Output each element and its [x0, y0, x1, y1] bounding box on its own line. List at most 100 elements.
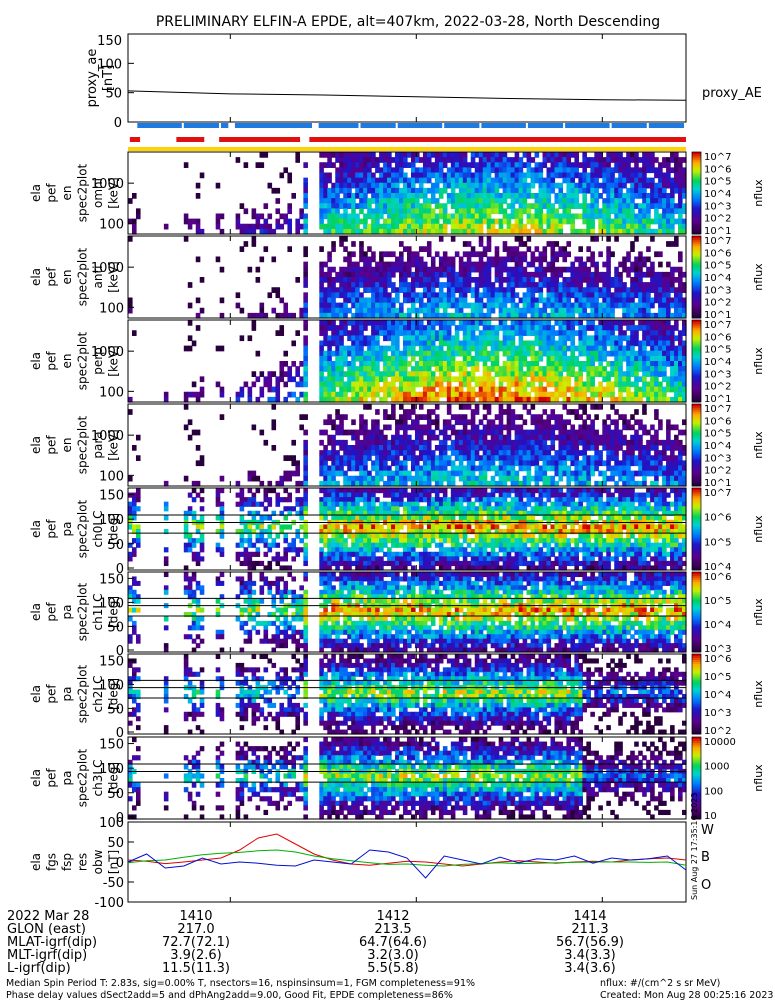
spectrogram-ylabel: en — [60, 438, 74, 453]
spectrogram-ytick-label: 50 — [107, 620, 124, 635]
science-zone-blue — [318, 123, 359, 128]
science-zone-red — [129, 137, 141, 142]
x-row-value: 64.7(64.6) — [359, 935, 427, 950]
colorbar-label: nflux — [752, 764, 765, 792]
colorbar: 10^6 10^5 10^4 10^3 nflux — [691, 571, 765, 655]
spectrogram-ytick-label: 0 — [116, 644, 124, 659]
spectrogram-panel: 150 100 50 0 ela pef pa spec2plot ch2LC [deg] 10^6… — [29, 653, 765, 741]
colorbar: 10^710^6 10^510^410^3 10^210^1 nflux — [691, 151, 765, 237]
spectrogram-ylabel: spec2plot — [76, 247, 90, 306]
colorbar-tick-label: 10^1 — [704, 394, 731, 405]
colorbar-tick-label: 10^2 — [704, 726, 731, 737]
colorbar-tick-label: 10^6 — [704, 572, 731, 583]
spectrogram-ylabel: ela — [29, 520, 43, 538]
spectrogram-ylabel: [deg] — [107, 513, 121, 545]
spectrogram-ylabel: ch2LC — [91, 676, 105, 713]
spectrogram-ylabel: spec2plot — [76, 582, 90, 641]
spectrogram-ylabel: pa — [60, 687, 74, 702]
spectrogram-ytick-label: 100 — [99, 678, 124, 693]
colorbar-tick-label: 10^3 — [704, 708, 731, 719]
spectrogram-ytick-label: 1000 — [91, 345, 124, 360]
science-zone-red — [219, 137, 301, 142]
spectrogram-ylabel: anti — [91, 266, 105, 289]
spectrogram-ytick-label: 100 — [99, 469, 124, 484]
spectrogram-ylabel: ela — [29, 268, 43, 286]
science-zone-blue — [565, 123, 610, 128]
spectrogram-ylabel: ch3LC — [91, 760, 105, 797]
colorbar-tick-label: 10^6 — [704, 248, 731, 259]
spectrogram-ylabel: spec2plot — [76, 664, 90, 723]
x-row-value: 5.5(5.8) — [367, 961, 419, 976]
colorbar: 10000 1000 100 10 nflux — [691, 736, 765, 822]
colorbar-tick-label: 10^4 — [704, 620, 731, 631]
science-zone-blue — [183, 123, 219, 128]
colorbar-tick-label: 10^7 — [704, 320, 731, 331]
x-row-value: 11.5(11.3) — [162, 961, 230, 976]
fgs-series-line-o — [127, 849, 687, 879]
x-row-value: 3.4(3.3) — [564, 948, 616, 963]
fgs-ytick-label: 50 — [107, 836, 124, 851]
colorbar-tick-label: 10^6 — [704, 332, 731, 343]
fgs-ylabel: ela — [29, 853, 43, 871]
science-zone-blue — [360, 123, 396, 128]
spectrogram-panel: 150 100 50 0 ela pef pa spec2plot ch3LC [deg] 1000… — [29, 736, 765, 826]
x-row-value: 217.0 — [177, 922, 214, 937]
colorbar-label: nflux — [752, 347, 765, 375]
spectrogram-ylabel: perp — [91, 347, 105, 375]
science-zone-blue — [234, 123, 312, 128]
spectrogram-ylabel: [keV] — [107, 345, 121, 376]
colorbar-tick-label: 10^7 — [704, 152, 731, 163]
spectrogram-ylabel: pa — [60, 522, 74, 537]
science-zone-red — [176, 137, 205, 142]
x-row-value: 72.7(72.1) — [162, 935, 230, 950]
spectrogram-ylabel: pef — [45, 267, 59, 287]
colorbar-tick-label: 10^5 — [704, 177, 731, 188]
colorbar-tick-label: 1000 — [704, 762, 729, 773]
proxy-ae-yunit: [nT] — [101, 65, 116, 91]
colorbar-label: nflux — [752, 263, 765, 291]
colorbar-tick-label: 10^5 — [704, 672, 731, 683]
x-row-label: MLAT-igrf(dip) — [7, 935, 97, 950]
colorbar-tick-label: 10^5 — [704, 345, 731, 356]
colorbar-tick-label: 10^4 — [704, 189, 731, 200]
colorbar-tick-label: 10^3 — [704, 201, 731, 212]
colorbar-tick-label: 10^2 — [704, 466, 731, 477]
colorbar: 10^710^6 10^510^410^3 10^210^1 nflux — [691, 319, 765, 405]
fgs-ytick-label: 0 — [116, 856, 124, 871]
spectrogram-ylabel: pef — [45, 519, 59, 539]
colorbar-tick-label: 10 — [704, 811, 717, 822]
colorbar-tick-label: 10^6 — [704, 513, 731, 524]
fgs-ylabel: res — [76, 853, 90, 871]
ae-ytick-label: 150 — [97, 34, 122, 49]
colorbar-tick-label: 10^5 — [704, 261, 731, 272]
spectrogram-ylabel: [keV] — [107, 429, 121, 460]
spectrogram-ylabel: pef — [45, 183, 59, 203]
spectrogram-ylabel: ch0LC — [91, 511, 105, 548]
x-row-value: 211.3 — [571, 922, 608, 937]
spectrogram-ylabel: para — [91, 431, 105, 458]
proxy-ae-panel: 150 100 50 0 proxy_ae [nT] proxy_AE — [85, 33, 762, 131]
colorbar-tick-label: 10^5 — [704, 537, 731, 548]
spectrogram-ylabel: ela — [29, 436, 43, 454]
colorbar-tick-label: 10000 — [704, 737, 736, 748]
colorbar-tick-label: 10^3 — [704, 644, 731, 655]
colorbar-tick-label: 10^4 — [704, 690, 731, 701]
spectrogram-ylabel: ch1LC — [91, 594, 105, 631]
sunlit-bar — [128, 147, 686, 151]
colorbar-tick-label: 10^6 — [704, 416, 731, 427]
colorbar-label: nflux — [752, 680, 765, 708]
colorbar-label: nflux — [752, 515, 765, 543]
spectrogram-ytick-label: 100 — [99, 762, 124, 777]
spectrogram-ytick-label: 100 — [99, 513, 124, 528]
colorbar-tick-label: 10^7 — [704, 488, 731, 499]
x-axis-date: 2022 Mar 28 — [7, 909, 89, 924]
colorbar-tick-label: 10^4 — [704, 357, 731, 368]
spectrogram-ylabel: [deg] — [107, 596, 121, 628]
x-row-value: 3.9(2.6) — [170, 948, 222, 963]
spectrogram-panel: 150 100 50 0 ela pef pa spec2plot ch1LC [deg] 10^6… — [29, 571, 765, 659]
colorbar: 10^7 10^6 10^5 10^4 nflux — [691, 487, 765, 573]
legend-b: B — [701, 850, 710, 865]
spectrogram-ytick-label: 1000 — [91, 177, 124, 192]
